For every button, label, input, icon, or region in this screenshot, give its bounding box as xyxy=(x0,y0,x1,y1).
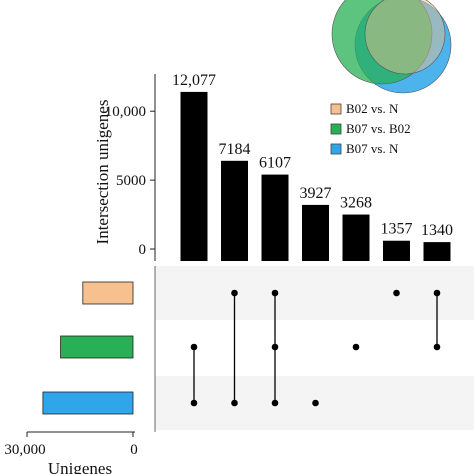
intersection-bar xyxy=(342,214,370,261)
intersection-bar-label: 1357 xyxy=(381,221,413,238)
matrix-dot xyxy=(433,289,441,297)
set-size-bar xyxy=(42,391,134,415)
matrix-dot xyxy=(231,289,238,297)
matrix-dot xyxy=(271,399,279,407)
legend-label: B07 vs. N xyxy=(346,141,399,156)
y-axis-label: Intersection unigenes xyxy=(93,100,112,245)
legend-swatch xyxy=(330,123,342,135)
set-size-bar xyxy=(82,281,134,305)
intersection-bar xyxy=(302,204,329,261)
matrix-row-band xyxy=(155,266,474,320)
matrix-dot xyxy=(352,343,360,351)
venn-circle-b02-vs-n xyxy=(364,0,446,75)
intersection-bar xyxy=(423,242,451,261)
intersection-bar-label: 3927 xyxy=(300,185,332,202)
matrix-dot xyxy=(231,399,238,407)
set-size-ticks: 30,000 0 xyxy=(4,432,138,458)
legend-label: B07 vs. B02 xyxy=(346,121,411,136)
intersection-bar-label: 12,077 xyxy=(172,72,216,89)
matrix-dot xyxy=(393,289,400,297)
legend-label: B02 vs. N xyxy=(346,101,399,116)
y-tick-label: 10,000 xyxy=(105,104,146,120)
set-size-tick-label: 0 xyxy=(130,442,138,458)
intersection-bar xyxy=(383,240,410,261)
bar-y-ticks: 0 5000 10,000 xyxy=(105,104,155,258)
matrix-background xyxy=(155,266,474,430)
matrix-dot xyxy=(312,399,319,407)
intersection-bar-label: 7184 xyxy=(219,141,251,158)
intersection-bar-labels: 12,077 7184 6107 3927 3268 1357 1340 xyxy=(172,72,453,239)
matrix-dot xyxy=(190,399,198,407)
y-tick-label: 5000 xyxy=(116,173,146,189)
intersection-bar-label: 1340 xyxy=(421,222,453,239)
set-size-bar xyxy=(60,335,134,359)
intersection-matrix xyxy=(190,289,441,407)
y-tick-label: 0 xyxy=(139,242,147,258)
intersection-bar-label: 6107 xyxy=(259,155,291,172)
intersection-bar xyxy=(261,174,289,261)
intersection-bars xyxy=(180,91,451,261)
matrix-dot xyxy=(271,289,279,297)
venn-diagram xyxy=(331,0,452,94)
matrix-dot xyxy=(433,343,441,351)
set-size-axis-label: Unigenes xyxy=(48,459,112,474)
set-size-tick-label: 30,000 xyxy=(4,442,45,458)
venn-circle-b07-vs-b02 xyxy=(331,0,433,85)
matrix-row-band xyxy=(155,320,474,374)
legend: B02 vs. N B07 vs. B02 B07 vs. N xyxy=(330,101,411,156)
intersection-bar-label: 3268 xyxy=(340,195,372,212)
matrix-dot xyxy=(190,343,198,351)
legend-swatch xyxy=(330,143,342,155)
set-size-bars xyxy=(42,281,134,415)
legend-swatch xyxy=(330,103,342,115)
intersection-bar xyxy=(180,91,208,261)
intersection-bar xyxy=(221,160,248,261)
matrix-dot xyxy=(271,343,279,351)
